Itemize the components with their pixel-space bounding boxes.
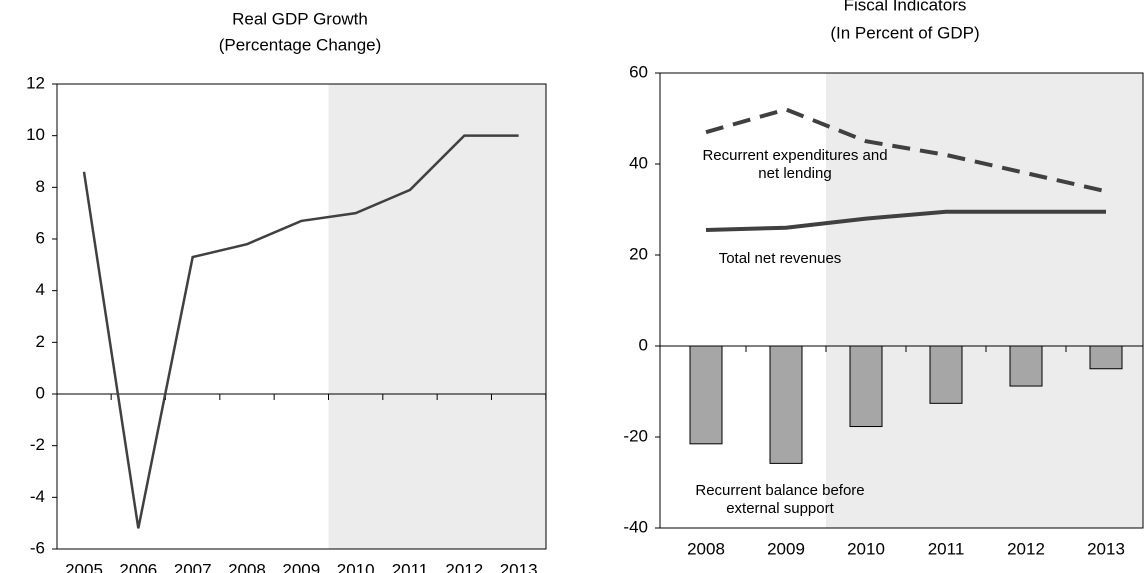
- bar: [689, 345, 723, 445]
- x-tick-label: 2009: [767, 539, 805, 558]
- y-tick-label: 60: [629, 62, 648, 81]
- chart-title: Fiscal Indicators: [844, 0, 967, 14]
- y-tick-label: -2: [30, 435, 45, 454]
- series-label: Recurrent balance before external suppor…: [695, 482, 865, 517]
- x-tick-label: 2011: [392, 560, 429, 573]
- plot-frame: [659, 72, 1144, 529]
- y-tick-label: -40: [623, 517, 648, 536]
- x-tick-label: 2008: [687, 539, 725, 558]
- bar: [1009, 345, 1043, 387]
- x-tick-label: 2008: [228, 560, 266, 573]
- y-tick-label: 2: [36, 332, 45, 351]
- series-label: Recurrent expenditures and net lending: [702, 147, 888, 182]
- y-tick-label: -20: [623, 426, 648, 445]
- y-tick-label: 10: [26, 125, 45, 144]
- y-tick-label: -4: [30, 487, 45, 506]
- y-tick-label: 0: [639, 335, 648, 354]
- y-tick-label: 12: [26, 73, 45, 92]
- y-tick-label: 0: [36, 383, 45, 402]
- series-label: Total net revenues: [718, 250, 842, 267]
- bar: [929, 345, 963, 404]
- x-tick-label: 2007: [174, 560, 212, 573]
- x-tick-label: 2011: [928, 539, 965, 558]
- plot-frame: [56, 83, 547, 550]
- data-line: [705, 107, 1107, 194]
- x-tick-label: 2012: [1007, 539, 1045, 558]
- y-tick-label: 40: [629, 153, 648, 172]
- y-tick-label: 4: [36, 280, 45, 299]
- chart-subtitle: (Percentage Change): [219, 35, 382, 54]
- x-tick-label: 2009: [282, 560, 320, 573]
- x-tick-label: 2006: [119, 560, 157, 573]
- projection-shade: [328, 84, 546, 549]
- x-tick-label: 2013: [1087, 539, 1125, 558]
- data-line: [705, 209, 1106, 232]
- bar: [769, 345, 803, 464]
- data-line: [82, 134, 519, 529]
- y-tick-label: 20: [629, 244, 648, 263]
- bar: [1089, 345, 1123, 370]
- x-tick-label: 2012: [445, 560, 483, 573]
- bar: [849, 345, 883, 428]
- chart-subtitle: (In Percent of GDP): [830, 23, 979, 42]
- projection-shade: [826, 73, 1143, 528]
- chart-title: Real GDP Growth: [232, 9, 368, 28]
- x-tick-label: 2010: [847, 539, 885, 558]
- x-tick-label: 2013: [500, 560, 538, 573]
- y-tick-label: 8: [36, 177, 45, 196]
- x-tick-label: 2005: [65, 560, 103, 573]
- y-tick-label: 6: [36, 228, 45, 247]
- y-tick-label: -6: [30, 538, 45, 557]
- x-tick-label: 2010: [337, 560, 375, 573]
